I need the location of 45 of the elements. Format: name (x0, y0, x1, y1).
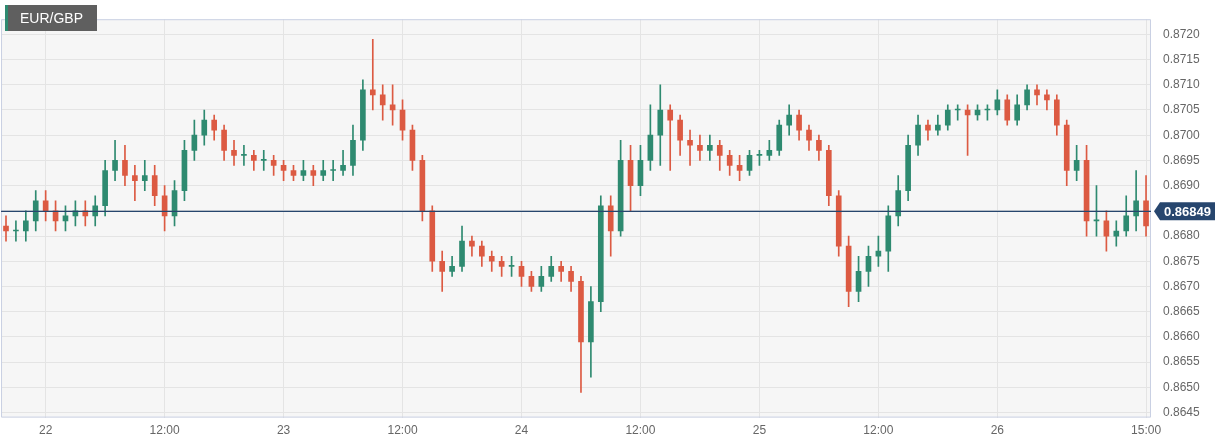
candlestick (141, 160, 148, 191)
y-tick-label: 0.8710 (1163, 77, 1201, 92)
x-tick-label: 26 (990, 423, 1005, 438)
ref-line-label: 0.86849 (1164, 203, 1211, 219)
y-tick-label: 0.8705 (1163, 102, 1201, 117)
candlestick (667, 104, 674, 171)
candlestick (231, 139, 237, 166)
y-tick-label: 0.8690 (1163, 177, 1201, 192)
y-tick-label: 0.8715 (1163, 51, 1201, 66)
candlestick (935, 114, 941, 136)
y-tick-label: 0.8680 (1163, 228, 1201, 243)
candlestick (340, 149, 346, 176)
y-tick-label: 0.8670 (1163, 278, 1201, 293)
candlestick (132, 165, 138, 202)
x-tick-label: 22 (38, 423, 53, 438)
y-tick-label: 0.8720 (1163, 26, 1201, 41)
y-tick-label: 0.8650 (1163, 379, 1201, 394)
candlestick (697, 134, 703, 161)
candlestick (469, 235, 475, 257)
candlestick (1044, 89, 1050, 111)
candlestick (330, 160, 336, 181)
x-tick-label: 25 (752, 423, 767, 438)
y-tick-label: 0.8665 (1163, 304, 1201, 319)
y-tick-label: 0.8695 (1163, 152, 1201, 167)
candlestick (687, 129, 693, 166)
candlestick (1113, 220, 1120, 247)
candlestick (260, 149, 267, 171)
x-tick-label: 23 (276, 423, 291, 438)
candlestick (3, 215, 9, 242)
x-tick-label: 24 (514, 423, 529, 438)
x-tick-label: 15:00 (1131, 423, 1162, 438)
candlestick (369, 39, 376, 111)
candlestick (707, 134, 713, 161)
y-tick-label: 0.8645 (1163, 404, 1201, 419)
y-tick-label: 0.8675 (1163, 253, 1201, 268)
y-tick-label: 0.8700 (1163, 127, 1201, 142)
candlestick (925, 119, 931, 141)
x-tick-label: 12:00 (387, 423, 418, 438)
candlestick (241, 144, 247, 166)
x-tick-label: 12:00 (625, 423, 656, 438)
x-tick-label: 12:00 (863, 423, 894, 438)
y-tick-label: 0.8655 (1163, 354, 1201, 369)
y-tick-label: 0.8660 (1163, 329, 1201, 344)
x-tick-label: 12:00 (149, 423, 180, 438)
chart-title: EUR/GBP (5, 5, 98, 31)
